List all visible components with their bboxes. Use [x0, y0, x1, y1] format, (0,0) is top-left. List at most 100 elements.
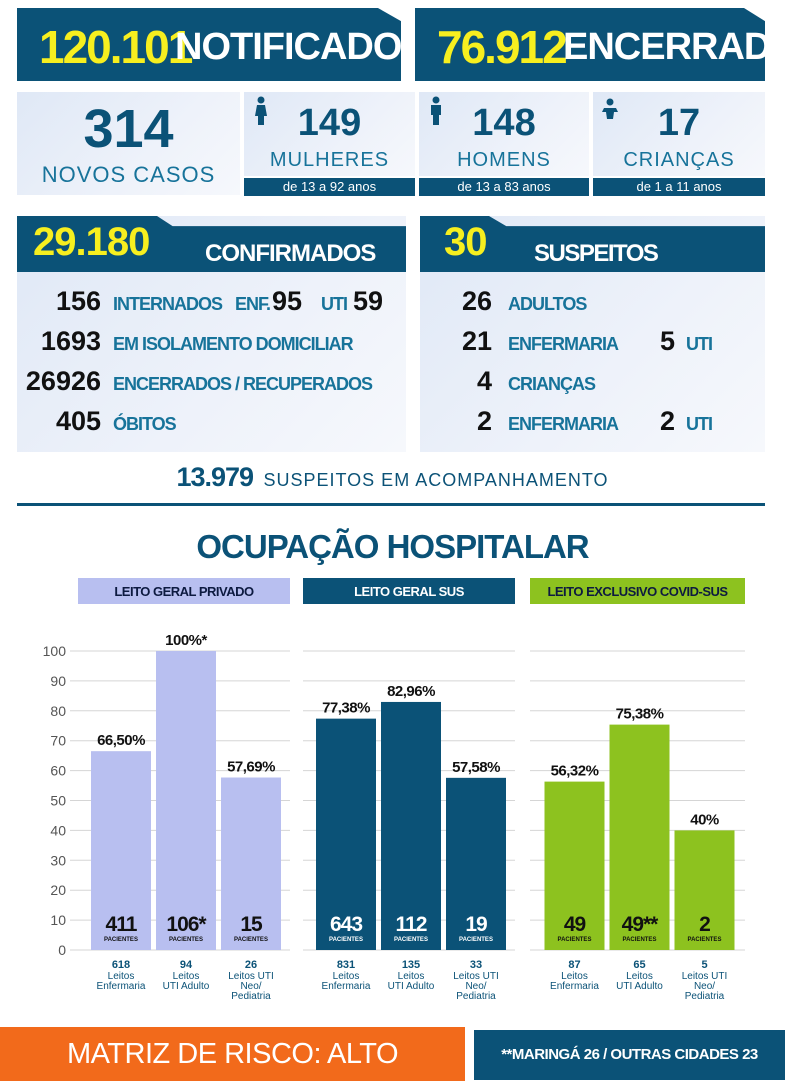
criancas-enf-label: ENFERMARIA	[508, 414, 619, 434]
y-tick-label: 20	[50, 882, 66, 898]
bar-pacientes-caption: PACIENTES	[558, 937, 592, 943]
bar-pct-label: 66,50%	[97, 732, 145, 749]
bar-leitos-value: 33	[470, 959, 482, 971]
enf-label: ENF.	[235, 294, 271, 314]
bar-leitos-value: 5	[701, 959, 707, 971]
adultos-enf-label: ENFERMARIA	[508, 334, 619, 354]
novos-casos-label: NOVOS CASOS	[41, 162, 216, 187]
bar-pacientes-caption: PACIENTES	[234, 937, 268, 943]
confirmados-rows: 156 INTERNADOS ENF. 95 UTI 59 1693 EM IS…	[17, 286, 406, 446]
bar-leitos-type: Enfermaria	[550, 981, 599, 992]
bar-pacientes-caption: PACIENTES	[688, 937, 722, 943]
enf-value: 95	[272, 286, 303, 316]
bar	[221, 777, 281, 950]
bar-leitos-type: Pediatria	[685, 991, 725, 1002]
bar-leitos-type: Leitos	[333, 971, 360, 982]
bar	[446, 777, 506, 950]
bar-pct-label: 57,58%	[452, 759, 500, 776]
recuperados-label: ENCERRADOS / RECUPERADOS	[113, 374, 373, 394]
internados-value: 156	[55, 286, 101, 316]
bar-leitos-value: 618	[112, 959, 130, 971]
suspeitos-rows: 26 ADULTOS 21 ENFERMARIA 5 UTI 4 CRIANÇA…	[420, 286, 765, 446]
divider	[17, 503, 765, 506]
baby-icon	[601, 98, 619, 125]
bar-pacientes-value: 411	[106, 913, 138, 936]
group-header-bg	[78, 578, 290, 604]
y-tick-label: 60	[50, 763, 66, 779]
uti-value: 59	[353, 286, 384, 316]
bar-leitos-type: Neo/	[694, 981, 715, 992]
novos-casos-value: 314	[83, 99, 174, 159]
suspeitos-criancas-label: CRIANÇAS	[508, 374, 596, 394]
encerrados-banner: 76.912 ENCERRADOS	[415, 8, 765, 81]
bar-pacientes-value: 106*	[166, 913, 207, 936]
criancas-uti-label: UTI	[686, 414, 713, 434]
novos-casos-card: 314 NOVOS CASOS	[17, 92, 240, 195]
criancas-card: 17 CRIANÇAS	[593, 92, 765, 176]
adultos-uti-value: 5	[660, 326, 676, 356]
bar-leitos-type: Leitos	[626, 971, 653, 982]
notificados-label: NOTIFICADOS	[175, 26, 426, 68]
criancas-range: de 1 a 11 anos	[593, 178, 765, 196]
bar-leitos-type: Leitos	[561, 971, 588, 982]
bar	[91, 751, 151, 950]
bar-pacientes-caption: PACIENTES	[104, 937, 138, 943]
group-header-bg	[530, 578, 745, 604]
bar-leitos-type: UTI Adulto	[616, 981, 663, 992]
bar-pct-label: 77,38%	[322, 700, 370, 717]
suspeitos-value: 30	[444, 220, 487, 264]
bar-pacientes-value: 49	[564, 913, 586, 936]
bar-leitos-value: 135	[402, 959, 420, 971]
y-tick-label: 30	[50, 852, 66, 868]
notificados-value: 120.101	[39, 21, 193, 73]
bar-pacientes-value: 49**	[622, 913, 660, 936]
female-icon	[254, 96, 268, 131]
bar-pct-label: 82,96%	[387, 683, 435, 700]
homens-range: de 13 a 83 anos	[419, 178, 589, 196]
bar-leitos-type: Leitos UTI	[682, 971, 728, 982]
bar-leitos-type: Leitos UTI	[228, 971, 274, 982]
bar-pacientes-caption: PACIENTES	[459, 937, 493, 943]
group-header-label: LEITO GERAL PRIVADO	[114, 584, 254, 599]
note-banner: **MARINGÁ 26 / OUTRAS CIDADES 23	[474, 1030, 785, 1080]
adultos-label: ADULTOS	[508, 294, 587, 314]
ocupacao-chart: 0 10 20 30 40 50 60 70 80 90 100 LEITO GERAL PRIVAD…	[43, 578, 745, 1002]
group-header-label: LEITO GERAL SUS	[354, 584, 465, 599]
bar-leitos-value: 831	[337, 959, 355, 971]
y-tick-label: 90	[50, 673, 66, 689]
y-tick-label: 50	[50, 793, 66, 809]
bar-leitos-type: Leitos	[398, 971, 425, 982]
y-tick-label: 10	[50, 912, 66, 928]
encerrados-value: 76.912	[437, 21, 568, 73]
note-label: **MARINGÁ 26 / OUTRAS CIDADES 23	[501, 1046, 758, 1063]
bar-leitos-type: Neo/	[465, 981, 486, 992]
acompanhamento-value: 13.979	[176, 462, 254, 492]
bar-leitos-type: UTI Adulto	[163, 981, 210, 992]
bar-pct-label: 40%	[690, 811, 719, 828]
bar-leitos-type: Leitos	[108, 971, 135, 982]
bar-pct-label: 100%*	[165, 632, 207, 649]
y-tick-label: 0	[58, 942, 66, 958]
bar	[544, 781, 605, 950]
homens-value: 148	[472, 102, 536, 144]
bar-pct-label: 75,38%	[616, 706, 664, 723]
acompanhamento-row: 13.979 SUSPEITOS EM ACOMPANHAMENTO	[0, 462, 785, 502]
bar-leitos-value: 65	[633, 959, 645, 971]
y-tick-label: 100	[43, 643, 67, 659]
risk-banner: MATRIZ DE RISCO: ALTO	[0, 1027, 465, 1081]
homens-card: 148 HOMENS	[419, 92, 589, 176]
bar-pacientes-value: 2	[699, 913, 710, 936]
mulheres-label: MULHERES	[269, 149, 390, 171]
homens-label: HOMENS	[457, 149, 551, 171]
ocupacao-title: OCUPAÇÃO HOSPITALAR	[196, 528, 589, 565]
bar-leitos-type: Enfermaria	[97, 981, 146, 992]
male-icon	[429, 96, 443, 131]
bar-leitos-value: 87	[568, 959, 580, 971]
criancas-value: 17	[657, 102, 701, 144]
adultos-enf-value: 21	[461, 326, 492, 356]
obitos-label: ÓBITOS	[113, 414, 177, 434]
bar-pacientes-caption: PACIENTES	[169, 937, 203, 943]
notificados-banner: 120.101 NOTIFICADOS	[17, 8, 401, 81]
bar-leitos-type: Neo/	[240, 981, 261, 992]
adultos-value: 26	[461, 286, 492, 316]
